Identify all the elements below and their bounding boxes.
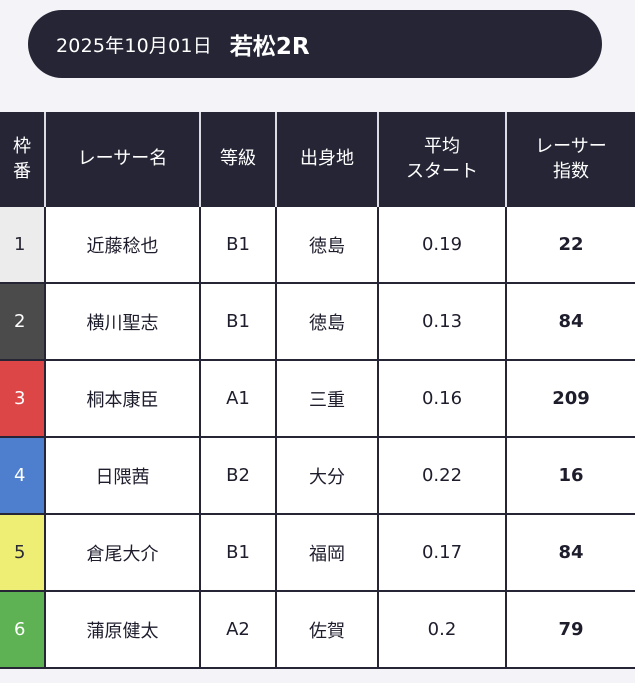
avg-start-cell: 0.2 — [377, 590, 507, 669]
race-date: 2025年10月01日 — [56, 34, 212, 57]
racer-table-container: 枠 番 レーサー名 等級 出身地 平均 スタート レーサー — [0, 112, 635, 669]
header-racer-index-line-2: 指数 — [553, 160, 589, 182]
table-row: 3 桐本康臣 A1 三重 0.16 209 — [0, 359, 635, 438]
header-racer-name: レーサー名 — [44, 112, 200, 206]
header-grade: 等級 — [199, 112, 276, 206]
racer-index-cell: 16 — [505, 436, 635, 515]
grade-cell: A1 — [199, 359, 277, 438]
hometown-cell: 福岡 — [275, 513, 379, 592]
header-racer-index: レーサー 指数 — [505, 112, 635, 206]
table-body: 1 近藤稔也 B1 徳島 0.19 22 2 横川聖志 B1 徳島 0.13 8… — [0, 205, 635, 669]
waku-cell: 5 — [0, 513, 46, 592]
racer-index-cell: 84 — [505, 513, 635, 592]
racer-table: 枠 番 レーサー名 等級 出身地 平均 スタート レーサー — [0, 112, 635, 669]
avg-start-cell: 0.16 — [377, 359, 507, 438]
header-racer-index-line-1: レーサー — [535, 135, 607, 157]
header-row: 枠 番 レーサー名 等級 出身地 平均 スタート レーサー — [0, 112, 635, 206]
header-racer-name-label: レーサー名 — [77, 148, 168, 169]
race-header: 2025年10月01日 若松2R — [28, 10, 602, 78]
racer-index-cell: 79 — [505, 590, 635, 669]
racer-index-cell: 22 — [505, 205, 635, 284]
header-waku: 枠 番 — [0, 112, 45, 206]
grade-cell: B1 — [199, 513, 277, 592]
header-grade-label: 等級 — [220, 148, 256, 169]
racer-name-cell: 日隈茜 — [44, 436, 201, 515]
table-header: 枠 番 レーサー名 等級 出身地 平均 スタート レーサー — [0, 112, 635, 206]
header-hometown: 出身地 — [275, 112, 378, 206]
waku-cell: 2 — [0, 282, 46, 361]
racer-name-cell: 蒲原健太 — [44, 590, 201, 669]
grade-cell: B1 — [199, 282, 277, 361]
avg-start-cell: 0.19 — [377, 205, 507, 284]
header-waku-line-1: 枠 — [13, 135, 31, 157]
avg-start-cell: 0.22 — [377, 436, 507, 515]
racer-index-cell: 209 — [505, 359, 635, 438]
hometown-cell: 徳島 — [275, 205, 379, 284]
grade-cell: B1 — [199, 205, 277, 284]
table-row: 1 近藤稔也 B1 徳島 0.19 22 — [0, 205, 635, 284]
waku-cell: 3 — [0, 359, 46, 438]
header-avg-start-line-1: 平均 — [424, 135, 460, 157]
header-waku-line-2: 番 — [13, 160, 31, 182]
race-title: 若松2R — [229, 34, 310, 60]
waku-cell: 4 — [0, 436, 46, 515]
racer-name-cell: 横川聖志 — [44, 282, 201, 361]
waku-cell: 1 — [0, 205, 46, 284]
table-row: 5 倉尾大介 B1 福岡 0.17 84 — [0, 513, 635, 592]
grade-cell: A2 — [199, 590, 277, 669]
waku-cell: 6 — [0, 590, 46, 669]
table-row: 2 横川聖志 B1 徳島 0.13 84 — [0, 282, 635, 361]
avg-start-cell: 0.13 — [377, 282, 507, 361]
grade-cell: B2 — [199, 436, 277, 515]
racer-name-cell: 近藤稔也 — [44, 205, 201, 284]
table-row: 4 日隈茜 B2 大分 0.22 16 — [0, 436, 635, 515]
avg-start-cell: 0.17 — [377, 513, 507, 592]
racer-name-cell: 倉尾大介 — [44, 513, 201, 592]
header-avg-start: 平均 スタート — [377, 112, 506, 206]
header-avg-start-line-2: スタート — [406, 160, 478, 182]
hometown-cell: 三重 — [275, 359, 379, 438]
header-hometown-label: 出身地 — [300, 148, 354, 169]
hometown-cell: 徳島 — [275, 282, 379, 361]
hometown-cell: 佐賀 — [275, 590, 379, 669]
hometown-cell: 大分 — [275, 436, 379, 515]
racer-name-cell: 桐本康臣 — [44, 359, 201, 438]
racer-index-cell: 84 — [505, 282, 635, 361]
table-row: 6 蒲原健太 A2 佐賀 0.2 79 — [0, 590, 635, 669]
